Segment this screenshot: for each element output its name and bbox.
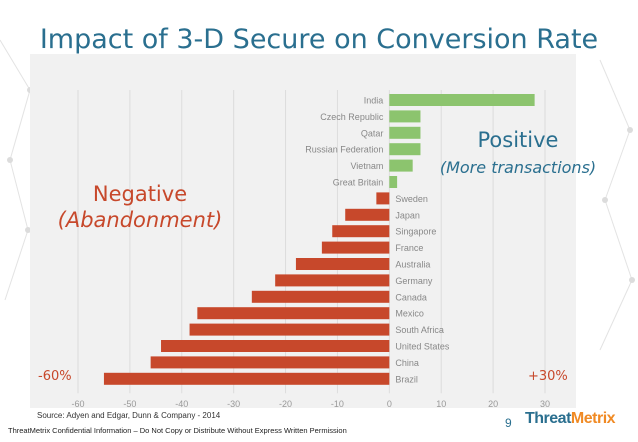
bar — [332, 225, 390, 238]
category-label: Japan — [395, 210, 420, 220]
x-tick-label: -60 — [71, 399, 84, 408]
category-label: Germany — [395, 276, 433, 286]
category-label: Australia — [395, 260, 430, 270]
category-label: Sweden — [395, 194, 428, 204]
x-tick-label: 20 — [488, 399, 498, 408]
x-tick-label: -30 — [227, 399, 240, 408]
source-note: Source: Adyen and Edgar, Dunn & Company … — [37, 411, 221, 420]
category-label: Czech Republic — [320, 112, 384, 122]
category-label: South Africa — [395, 325, 444, 335]
x-tick-label: 0 — [387, 399, 392, 408]
confidential-footer: ThreatMetrix Confidential Information – … — [8, 426, 347, 435]
bar — [389, 126, 421, 139]
category-label: France — [395, 243, 423, 253]
right-extreme-label: +30% — [528, 369, 568, 384]
category-label: Mexico — [395, 309, 424, 319]
category-label: Brazil — [395, 374, 418, 384]
x-tick-label: 30 — [540, 399, 550, 408]
category-label: China — [395, 358, 419, 368]
x-tick-label: -20 — [279, 399, 292, 408]
bar — [389, 94, 535, 106]
bar — [197, 307, 390, 320]
bar — [150, 356, 390, 369]
category-label: Singapore — [395, 227, 436, 237]
threatmetrix-logo: ThreatMetrix — [525, 410, 616, 427]
bar — [103, 372, 390, 385]
bar — [389, 143, 421, 156]
category-label: Canada — [395, 292, 427, 302]
positive-subtitle: (More transactions) — [439, 158, 597, 177]
bar — [321, 241, 390, 254]
bar — [389, 110, 421, 123]
category-label: Great Britain — [333, 178, 384, 188]
negative-label: Negative — [92, 182, 188, 206]
x-tick-label: -10 — [331, 399, 344, 408]
bar — [376, 192, 390, 205]
category-label: United States — [395, 342, 450, 352]
bar — [389, 159, 413, 172]
bar — [345, 208, 390, 221]
x-tick-label: -40 — [175, 399, 188, 408]
category-label: Vietnam — [350, 161, 383, 171]
x-tick-label: -50 — [123, 399, 136, 408]
bar — [295, 258, 390, 270]
left-extreme-label: -60% — [38, 369, 72, 384]
category-label: India — [364, 96, 384, 106]
bar — [189, 323, 390, 336]
x-tick-label: 10 — [436, 399, 446, 408]
category-label: Russian Federation — [305, 145, 383, 155]
page-title: Impact of 3-D Secure on Conversion Rate — [39, 24, 599, 55]
positive-label: Positive — [477, 128, 559, 152]
bar — [161, 340, 390, 352]
page-number: 9 — [505, 416, 512, 430]
category-label: Qatar — [361, 128, 384, 138]
bar-chart: -60 -50 -40 -30 -20 -10 0 10 20 30 India Czech Repu… — [71, 90, 550, 408]
negative-subtitle: (Abandonment) — [57, 208, 223, 232]
bar — [389, 176, 398, 188]
bar — [251, 290, 390, 303]
bar — [275, 274, 390, 287]
